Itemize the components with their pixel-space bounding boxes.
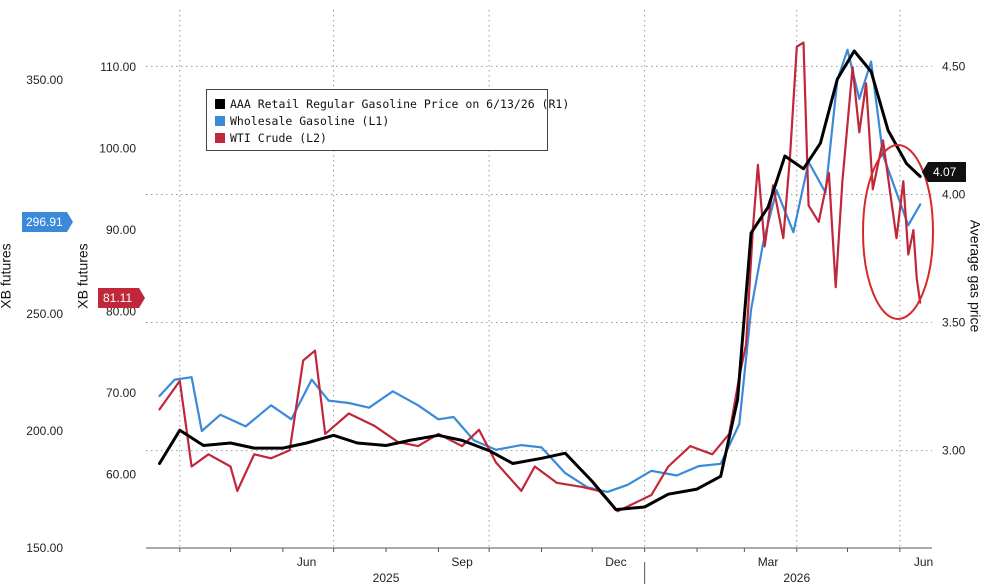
x-axis-tick-label: Sep xyxy=(451,555,473,569)
left-inner-axis-tick-label: 100.00 xyxy=(99,142,136,156)
x-axis-tick-label: Dec xyxy=(605,555,626,569)
left-inner-axis-tick-label: 90.00 xyxy=(106,223,136,237)
x-axis: Jun Sep Dec Mar Jun 2025 2026 xyxy=(146,547,933,585)
wti-last-value-badge: 81.11 xyxy=(98,288,145,308)
x-axis-tick-label: Jun xyxy=(297,555,316,569)
series-lines xyxy=(158,41,922,513)
x-axis-year-label: 2026 xyxy=(783,571,810,585)
x-axis-year-label: 2025 xyxy=(373,571,400,585)
left-outer-axis-tick-label: 200.00 xyxy=(26,424,63,438)
left-outer-axis-tick-label: 350.00 xyxy=(26,73,63,87)
left-outer-axis-title: XB futures xyxy=(0,243,14,309)
wholesale-last-value-badge: 296.91 xyxy=(22,212,73,232)
left-inner-axis-tick-label: 110.00 xyxy=(100,60,136,74)
retail-badge-shape xyxy=(922,162,966,182)
legend: AAA Retail Regular Gasoline Price on 6/1… xyxy=(206,89,569,151)
wti-last-value: 81.11 xyxy=(103,291,133,305)
legend-swatch-wholesale xyxy=(215,116,225,126)
left-inner-axis-tick-label: 60.00 xyxy=(106,468,136,482)
right-axis-tick-label: 3.00 xyxy=(942,444,966,458)
retail-last-value-badge: 4.07 xyxy=(922,162,966,182)
left-inner-axis-title: XB futures xyxy=(74,243,91,309)
legend-label-wholesale: Wholesale Gasoline (L1) xyxy=(230,114,390,128)
left-inner-axis-tick-label: 80.00 xyxy=(106,305,136,319)
retail-last-value: 4.07 xyxy=(933,165,957,179)
right-axis-ticks: 3.00 3.50 4.00 4.50 xyxy=(942,59,966,457)
legend-swatch-retail xyxy=(215,99,225,109)
x-axis-tick-label: Mar xyxy=(758,555,779,569)
right-axis-tick-label: 4.00 xyxy=(942,187,966,201)
legend-item-wti: WTI Crude (L2) xyxy=(215,130,327,146)
left-outer-axis-ticks: 150.00 200.00 250.00 350.00 xyxy=(26,73,63,555)
wti-badge-shape xyxy=(98,288,145,308)
left-outer-axis-tick-label: 250.00 xyxy=(26,307,63,321)
legend-label-wti: WTI Crude (L2) xyxy=(230,131,327,145)
right-axis-title: Average gas price xyxy=(967,219,984,333)
x-axis-tick-label: Jun xyxy=(914,555,933,569)
wholesale-last-value: 296.91 xyxy=(26,215,63,229)
left-inner-axis-tick-label: 70.00 xyxy=(106,386,136,400)
left-inner-axis-ticks: 60.00 70.00 80.00 90.00 100.00 110.00 xyxy=(99,60,136,482)
legend-item-retail: AAA Retail Regular Gasoline Price on 6/1… xyxy=(215,96,569,112)
annotation-circle xyxy=(862,144,934,320)
legend-label-retail: AAA Retail Regular Gasoline Price on 6/1… xyxy=(230,97,570,111)
legend-item-wholesale: Wholesale Gasoline (L1) xyxy=(215,113,389,129)
left-outer-axis-tick-label: 150.00 xyxy=(26,541,63,555)
wti-series-line xyxy=(158,41,922,513)
retail-series-line xyxy=(158,49,922,512)
right-axis-tick-label: 3.50 xyxy=(942,316,966,330)
wholesale-badge-shape xyxy=(22,212,73,232)
legend-swatch-wti xyxy=(215,133,225,143)
right-axis-tick-label: 4.50 xyxy=(942,59,966,73)
